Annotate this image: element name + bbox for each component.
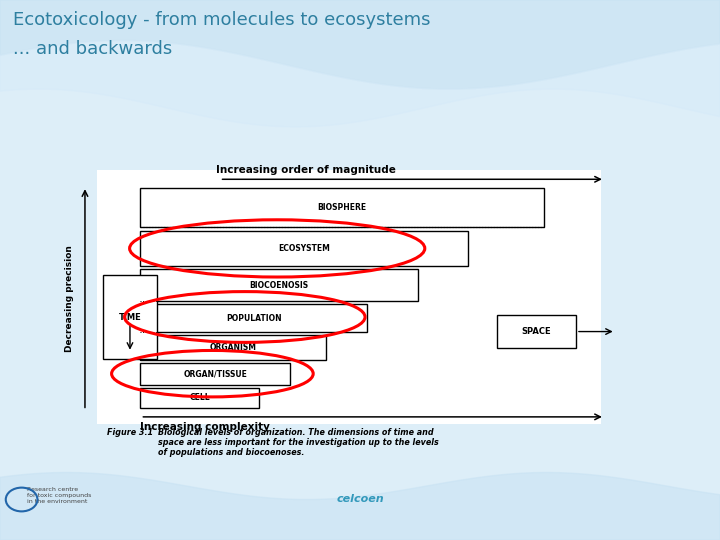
Text: ORGAN/TISSUE: ORGAN/TISSUE [184,370,247,379]
Text: ECOSYSTEM: ECOSYSTEM [278,244,330,253]
Text: POPULATION: POPULATION [226,314,282,322]
Bar [140,231,468,266]
Bar [140,388,259,408]
Text: ... and backwards: ... and backwards [13,40,172,58]
Bar [497,315,576,348]
Bar [140,363,290,385]
Text: BIOCOENOSIS: BIOCOENOSIS [249,281,309,289]
Text: ORGANISM: ORGANISM [210,343,257,352]
Text: SPACE: SPACE [521,327,552,336]
Text: Increasing order of magnitude: Increasing order of magnitude [216,165,396,175]
Text: Research centre
for toxic compounds
in the environment: Research centre for toxic compounds in t… [27,487,91,504]
Bar [97,170,601,424]
Bar [103,275,157,359]
Text: Increasing complexity: Increasing complexity [140,422,270,433]
Bar [140,188,544,227]
Bar [140,304,367,332]
Text: TIME: TIME [119,313,141,322]
Text: CELL: CELL [189,394,210,402]
Text: Decreasing precision: Decreasing precision [65,245,73,352]
Text: Figure 3.1: Figure 3.1 [107,428,153,437]
Text: Biological levels of organization. The dimensions of time and
space are less imp: Biological levels of organization. The d… [158,428,439,457]
Bar [140,269,418,301]
Text: celcoen: celcoen [336,495,384,504]
Text: Ecotoxicology - from molecules to ecosystems: Ecotoxicology - from molecules to ecosys… [13,11,431,29]
Bar [140,335,326,360]
Text: BIOSPHERE: BIOSPHERE [318,203,366,212]
